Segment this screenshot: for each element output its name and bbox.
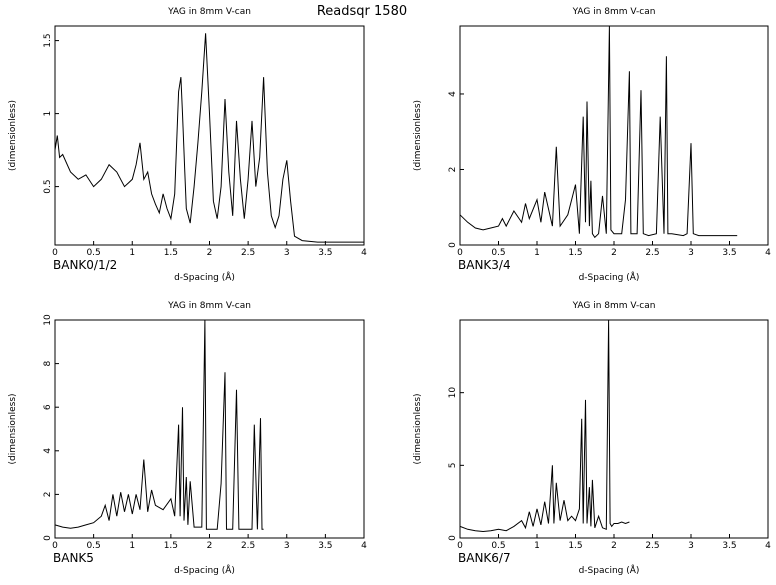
x-tick-label: 1 bbox=[129, 248, 135, 258]
data-series-line bbox=[459, 319, 630, 533]
y-tick-label: 0.5 bbox=[43, 179, 53, 193]
x-tick-label: 4 bbox=[765, 541, 771, 551]
chart-title: YAG in 8mm V-can bbox=[572, 301, 656, 311]
x-tick-label: 0 bbox=[457, 248, 463, 258]
y-tick-label: 0 bbox=[448, 242, 458, 248]
y-tick-label: 10 bbox=[43, 314, 53, 326]
x-tick-label: 0 bbox=[52, 248, 58, 258]
y-tick-label: 6 bbox=[43, 404, 53, 410]
x-tick-label: 1 bbox=[129, 541, 135, 551]
data-series-line bbox=[54, 33, 364, 243]
chart-panel-0: YAG in 8mm V-can 0 0.5 1 1.5 2 2.5 3 3.5 4 0.5 1 1.5… bbox=[8, 7, 367, 283]
y-tick-label: 0 bbox=[43, 535, 53, 541]
plot-frame bbox=[54, 25, 365, 246]
y-tick-label: 4 bbox=[43, 448, 53, 454]
plot-frame bbox=[459, 319, 769, 539]
y-tick-label: 1 bbox=[43, 111, 53, 117]
x-tick-label: 2.5 bbox=[241, 541, 255, 551]
plot-frame bbox=[54, 319, 365, 539]
x-tick-label: 3 bbox=[688, 248, 694, 258]
x-tick-label: 3.5 bbox=[722, 248, 736, 258]
x-tick-label: 2 bbox=[611, 541, 617, 551]
x-tick-label: 0.5 bbox=[86, 541, 100, 551]
bank-label: BANK5 bbox=[53, 551, 94, 565]
x-tick-label: 2 bbox=[207, 248, 213, 258]
x-tick-label: 1 bbox=[534, 248, 540, 258]
x-tick-label: 0 bbox=[457, 541, 463, 551]
x-tick-label: 1.5 bbox=[164, 248, 178, 258]
x-tick-label: 1.5 bbox=[568, 541, 582, 551]
chart-panel-2: YAG in 8mm V-can 0 0.5 1 1.5 2 2.5 3 3.5 4 0 2 4 6 8 10… bbox=[8, 301, 367, 576]
x-axis-label: d-Spacing (Å) bbox=[579, 271, 640, 283]
x-tick-label: 1.5 bbox=[164, 541, 178, 551]
bank-label: BANK0/1/2 bbox=[53, 258, 117, 272]
x-axis-label: d-Spacing (Å) bbox=[174, 271, 235, 283]
y-tick-label: 4 bbox=[448, 91, 458, 97]
chart-panels: YAG in 8mm V-can 0 0.5 1 1.5 2 2.5 3 3.5 4 0.5 1 1.5… bbox=[8, 7, 771, 576]
y-tick-label: 2 bbox=[448, 167, 458, 173]
x-tick-label: 2 bbox=[611, 248, 617, 258]
x-tick-label: 1 bbox=[534, 541, 540, 551]
x-tick-label: 3.5 bbox=[318, 248, 332, 258]
y-axis-label: (dimensionless) bbox=[413, 393, 423, 464]
y-tick-label: 2 bbox=[43, 492, 53, 498]
y-tick-label: 1.5 bbox=[43, 33, 53, 47]
chart-panel-1: YAG in 8mm V-can 0 0.5 1 1.5 2 2.5 3 3.5 4 0 2 4 (dim… bbox=[413, 7, 771, 283]
x-tick-label: 0.5 bbox=[86, 248, 100, 258]
x-tick-label: 0 bbox=[52, 541, 58, 551]
y-tick-label: 0 bbox=[448, 535, 458, 541]
data-series-line bbox=[54, 319, 264, 530]
x-tick-label: 3 bbox=[284, 248, 290, 258]
x-tick-label: 2.5 bbox=[645, 248, 659, 258]
x-tick-label: 2.5 bbox=[645, 541, 659, 551]
figure-header-title: Readsqr 1580 bbox=[317, 4, 407, 19]
y-axis-label: (dimensionless) bbox=[8, 393, 18, 464]
chart-title: YAG in 8mm V-can bbox=[167, 301, 251, 311]
bank-label: BANK6/7 bbox=[458, 551, 511, 565]
y-tick-label: 8 bbox=[43, 360, 53, 366]
x-tick-label: 2.5 bbox=[241, 248, 255, 258]
plot-frame bbox=[459, 25, 769, 246]
data-series-line bbox=[459, 25, 738, 239]
x-tick-label: 0.5 bbox=[491, 248, 505, 258]
chart-panel-3: YAG in 8mm V-can 0 0.5 1 1.5 2 2.5 3 3.5 4 0 5 10 (di… bbox=[413, 301, 771, 576]
x-tick-label: 2 bbox=[207, 541, 213, 551]
x-tick-label: 1.5 bbox=[568, 248, 582, 258]
y-axis-label: (dimensionless) bbox=[8, 100, 18, 171]
y-axis-label: (dimensionless) bbox=[413, 100, 423, 171]
x-tick-label: 4 bbox=[361, 541, 367, 551]
x-tick-label: 4 bbox=[361, 248, 367, 258]
x-axis-label: d-Spacing (Å) bbox=[579, 564, 640, 576]
x-tick-label: 3.5 bbox=[318, 541, 332, 551]
x-tick-label: 3 bbox=[688, 541, 694, 551]
chart-title: YAG in 8mm V-can bbox=[572, 7, 656, 17]
x-tick-label: 3 bbox=[284, 541, 290, 551]
chart-title: YAG in 8mm V-can bbox=[167, 7, 251, 17]
y-tick-label: 5 bbox=[448, 462, 458, 468]
bank-label: BANK3/4 bbox=[458, 258, 511, 272]
x-tick-label: 4 bbox=[765, 248, 771, 258]
x-tick-label: 3.5 bbox=[722, 541, 736, 551]
x-axis-label: d-Spacing (Å) bbox=[174, 564, 235, 576]
x-tick-label: 0.5 bbox=[491, 541, 505, 551]
y-tick-label: 10 bbox=[448, 387, 458, 399]
